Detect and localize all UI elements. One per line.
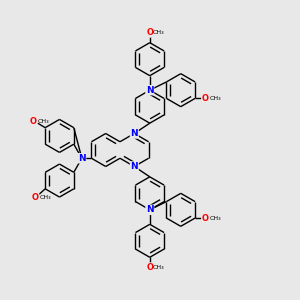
- Text: N: N: [130, 162, 138, 171]
- Text: N: N: [146, 205, 154, 214]
- Text: CH₃: CH₃: [209, 216, 221, 220]
- Text: CH₃: CH₃: [153, 265, 164, 270]
- Text: O: O: [146, 263, 153, 272]
- Text: N: N: [78, 154, 85, 163]
- Text: O: O: [202, 94, 209, 103]
- Text: N: N: [146, 86, 154, 95]
- Text: O: O: [146, 28, 153, 37]
- Text: O: O: [32, 193, 38, 202]
- Text: CH₃: CH₃: [38, 118, 49, 124]
- Text: N: N: [130, 129, 138, 138]
- Text: CH₃: CH₃: [39, 195, 51, 200]
- Text: CH₃: CH₃: [153, 30, 164, 35]
- Text: CH₃: CH₃: [209, 96, 221, 101]
- Text: O: O: [30, 117, 37, 126]
- Text: O: O: [202, 214, 209, 223]
